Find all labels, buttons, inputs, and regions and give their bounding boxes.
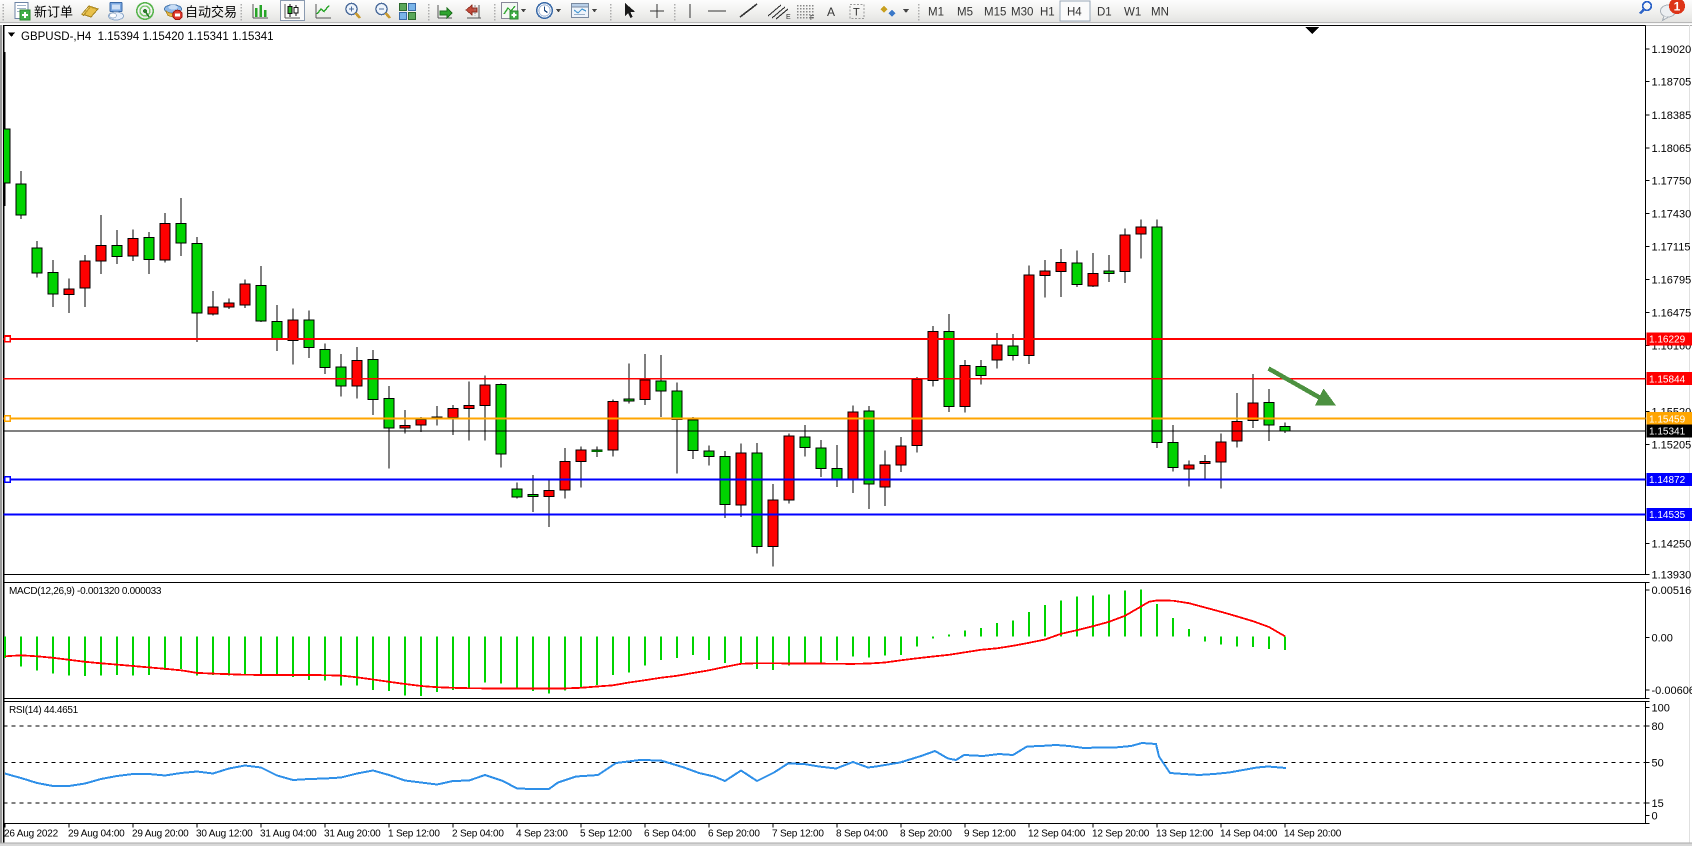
svg-text:1.13930: 1.13930 bbox=[1652, 570, 1692, 582]
svg-text:9 Sep 12:00: 9 Sep 12:00 bbox=[964, 829, 1016, 840]
svg-text:100: 100 bbox=[1652, 703, 1670, 715]
svg-text:1.18705: 1.18705 bbox=[1652, 77, 1692, 89]
svg-text:14 Sep 04:00: 14 Sep 04:00 bbox=[1220, 829, 1278, 840]
svg-text:M1: M1 bbox=[928, 7, 944, 19]
svg-text:1.15341: 1.15341 bbox=[1649, 427, 1686, 438]
svg-text:D1: D1 bbox=[1097, 7, 1112, 19]
svg-text:1.14872: 1.14872 bbox=[1649, 475, 1686, 486]
svg-text:1.17750: 1.17750 bbox=[1652, 176, 1692, 188]
svg-text:MACD(12,26,9) -0.001320 0.0000: MACD(12,26,9) -0.001320 0.000033 bbox=[9, 586, 162, 597]
svg-text:1.16795: 1.16795 bbox=[1652, 275, 1692, 287]
svg-text:0.00: 0.00 bbox=[1652, 632, 1673, 644]
svg-text:M5: M5 bbox=[957, 7, 973, 19]
svg-text:M15: M15 bbox=[984, 7, 1006, 19]
svg-text:31 Aug 04:00: 31 Aug 04:00 bbox=[260, 829, 317, 840]
svg-text:1.16475: 1.16475 bbox=[1652, 308, 1692, 320]
svg-text:14 Sep 20:00: 14 Sep 20:00 bbox=[1284, 829, 1342, 840]
svg-text:1 Sep 12:00: 1 Sep 12:00 bbox=[388, 829, 440, 840]
svg-text:1.17115: 1.17115 bbox=[1652, 241, 1691, 253]
svg-text:13 Sep 12:00: 13 Sep 12:00 bbox=[1156, 829, 1214, 840]
svg-text:5 Sep 12:00: 5 Sep 12:00 bbox=[580, 829, 632, 840]
svg-text:1.16229: 1.16229 bbox=[1649, 335, 1686, 346]
svg-text:30 Aug 12:00: 30 Aug 12:00 bbox=[196, 829, 253, 840]
svg-text:6 Sep 20:00: 6 Sep 20:00 bbox=[708, 829, 760, 840]
svg-text:50: 50 bbox=[1652, 757, 1664, 769]
svg-text:0: 0 bbox=[1652, 811, 1658, 823]
svg-text:7 Sep 12:00: 7 Sep 12:00 bbox=[772, 829, 824, 840]
svg-text:8 Sep 04:00: 8 Sep 04:00 bbox=[836, 829, 888, 840]
svg-text:1.17430: 1.17430 bbox=[1652, 209, 1692, 221]
svg-text:0.005166: 0.005166 bbox=[1652, 585, 1692, 597]
svg-text:1: 1 bbox=[1674, 0, 1681, 13]
svg-text:1.19020: 1.19020 bbox=[1652, 44, 1692, 56]
svg-text:1.18065: 1.18065 bbox=[1652, 143, 1692, 155]
svg-text:26 Aug 2022: 26 Aug 2022 bbox=[4, 829, 59, 840]
svg-text:4 Sep 23:00: 4 Sep 23:00 bbox=[516, 829, 568, 840]
svg-text:29 Aug 20:00: 29 Aug 20:00 bbox=[132, 829, 189, 840]
svg-text:RSI(14) 44.4651: RSI(14) 44.4651 bbox=[9, 705, 79, 716]
svg-text:1.15205: 1.15205 bbox=[1652, 439, 1692, 451]
svg-text:1.15844: 1.15844 bbox=[1649, 375, 1686, 386]
svg-text:1.14535: 1.14535 bbox=[1649, 510, 1686, 521]
svg-text:1.15459: 1.15459 bbox=[1649, 414, 1686, 425]
svg-text:GBPUSD-,H4 1.15394 1.15420 1.: GBPUSD-,H4 1.15394 1.15420 1.15341 1.153… bbox=[21, 31, 274, 43]
svg-text:1.18385: 1.18385 bbox=[1652, 110, 1692, 122]
svg-text:12 Sep 04:00: 12 Sep 04:00 bbox=[1028, 829, 1086, 840]
svg-text:A: A bbox=[827, 5, 835, 19]
svg-text:自动交易: 自动交易 bbox=[185, 5, 237, 20]
svg-text:M30: M30 bbox=[1011, 7, 1033, 19]
svg-text:H4: H4 bbox=[1067, 7, 1082, 19]
svg-text:MN: MN bbox=[1151, 7, 1169, 19]
svg-text:31 Aug 20:00: 31 Aug 20:00 bbox=[324, 829, 381, 840]
svg-text:T: T bbox=[853, 7, 860, 19]
svg-text:-0.006064: -0.006064 bbox=[1652, 685, 1692, 697]
svg-text:6 Sep 04:00: 6 Sep 04:00 bbox=[644, 829, 696, 840]
svg-text:12 Sep 20:00: 12 Sep 20:00 bbox=[1092, 829, 1150, 840]
svg-text:29 Aug 04:00: 29 Aug 04:00 bbox=[68, 829, 125, 840]
svg-text:80: 80 bbox=[1652, 721, 1664, 733]
svg-text:2 Sep 04:00: 2 Sep 04:00 bbox=[452, 829, 504, 840]
svg-text:15: 15 bbox=[1652, 798, 1664, 810]
svg-text:F: F bbox=[810, 15, 814, 22]
svg-text:W1: W1 bbox=[1124, 7, 1141, 19]
svg-text:1.14250: 1.14250 bbox=[1652, 538, 1692, 550]
svg-text:新订单: 新订单 bbox=[34, 5, 73, 20]
svg-text:H1: H1 bbox=[1040, 7, 1055, 19]
svg-text:E: E bbox=[786, 14, 791, 21]
svg-text:8 Sep 20:00: 8 Sep 20:00 bbox=[900, 829, 952, 840]
